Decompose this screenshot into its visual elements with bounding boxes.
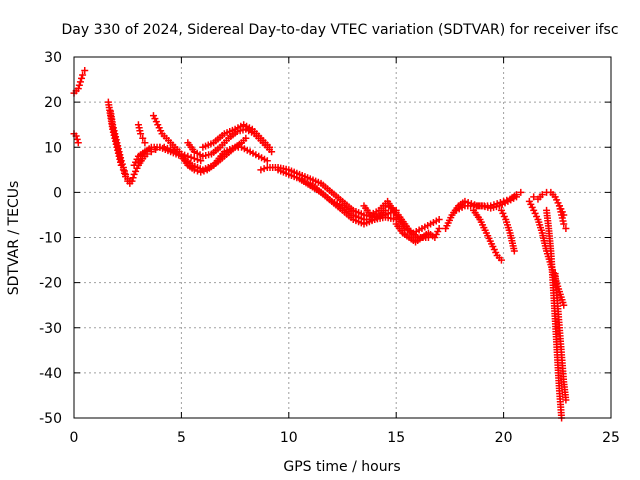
data-point	[435, 215, 443, 223]
data-point	[197, 157, 205, 165]
grid-lines	[74, 57, 611, 418]
chart-title: Day 330 of 2024, Sidereal Day-to-day VTE…	[61, 22, 618, 38]
data-point	[242, 134, 250, 142]
data-point-trail	[194, 167, 202, 175]
x-tick-label: 15	[387, 430, 405, 446]
data-point	[137, 130, 145, 138]
data-point	[119, 164, 127, 172]
x-axis-label: GPS time / hours	[283, 459, 400, 475]
data-point	[190, 166, 198, 174]
y-tick-label: -40	[39, 366, 62, 382]
y-tick-label: 0	[53, 185, 62, 201]
y-tick-label: -10	[39, 231, 62, 247]
data-point	[74, 85, 82, 93]
data-point	[562, 396, 570, 404]
y-tick-label: -20	[39, 276, 62, 292]
data-point	[538, 191, 546, 199]
data-point	[74, 139, 82, 147]
data-point	[560, 220, 568, 228]
data-point-trail	[120, 167, 128, 175]
data-point	[517, 188, 525, 196]
data-point-trail	[200, 167, 208, 175]
x-tick-label: 10	[280, 430, 298, 446]
data-point	[424, 234, 432, 241]
data-point	[141, 139, 149, 147]
axis-ticks: 0 5 10 15 20 25 -50 -40 -30 -20 -10 0 10 20 30	[39, 50, 620, 446]
data-point-trail	[78, 74, 86, 82]
y-tick-label: -50	[39, 411, 62, 427]
data-point	[265, 143, 273, 151]
data-points	[70, 67, 570, 422]
data-point	[268, 148, 276, 156]
data-point	[263, 157, 271, 165]
data-point-trail	[118, 160, 126, 168]
data-point	[512, 193, 520, 201]
data-point	[117, 157, 125, 165]
data-point	[530, 193, 538, 201]
y-tick-label: 30	[44, 50, 62, 66]
data-point	[435, 224, 443, 232]
data-point	[257, 166, 265, 174]
data-point-trail	[75, 81, 83, 89]
y-tick-label: 10	[44, 140, 62, 156]
data-point-trail	[187, 153, 195, 161]
plot-frame	[73, 56, 612, 419]
x-tick-label: 0	[70, 430, 79, 446]
data-point	[175, 148, 183, 156]
data-point	[81, 67, 89, 75]
x-tick-label: 5	[177, 430, 186, 446]
x-tick-label: 25	[602, 430, 620, 446]
data-point	[560, 301, 568, 309]
data-point	[126, 177, 134, 185]
data-point	[79, 71, 87, 79]
x-tick-label: 20	[495, 430, 513, 446]
data-point	[562, 224, 570, 232]
data-point-trail	[73, 135, 81, 143]
y-tick-label: -30	[39, 321, 62, 337]
data-point-trail	[260, 165, 268, 173]
data-point-trail	[129, 174, 137, 182]
data-point	[197, 168, 205, 176]
data-point	[122, 170, 130, 178]
data-point	[76, 78, 84, 86]
data-point-trail	[194, 156, 202, 164]
data-point	[510, 247, 518, 255]
y-tick-label: 20	[44, 95, 62, 111]
data-point	[190, 155, 198, 163]
data-point-trail	[385, 203, 393, 211]
data-point	[139, 134, 147, 142]
y-axis-label: SDTVAR / TECUs	[6, 181, 22, 296]
data-point	[381, 202, 389, 210]
data-point	[497, 256, 505, 264]
